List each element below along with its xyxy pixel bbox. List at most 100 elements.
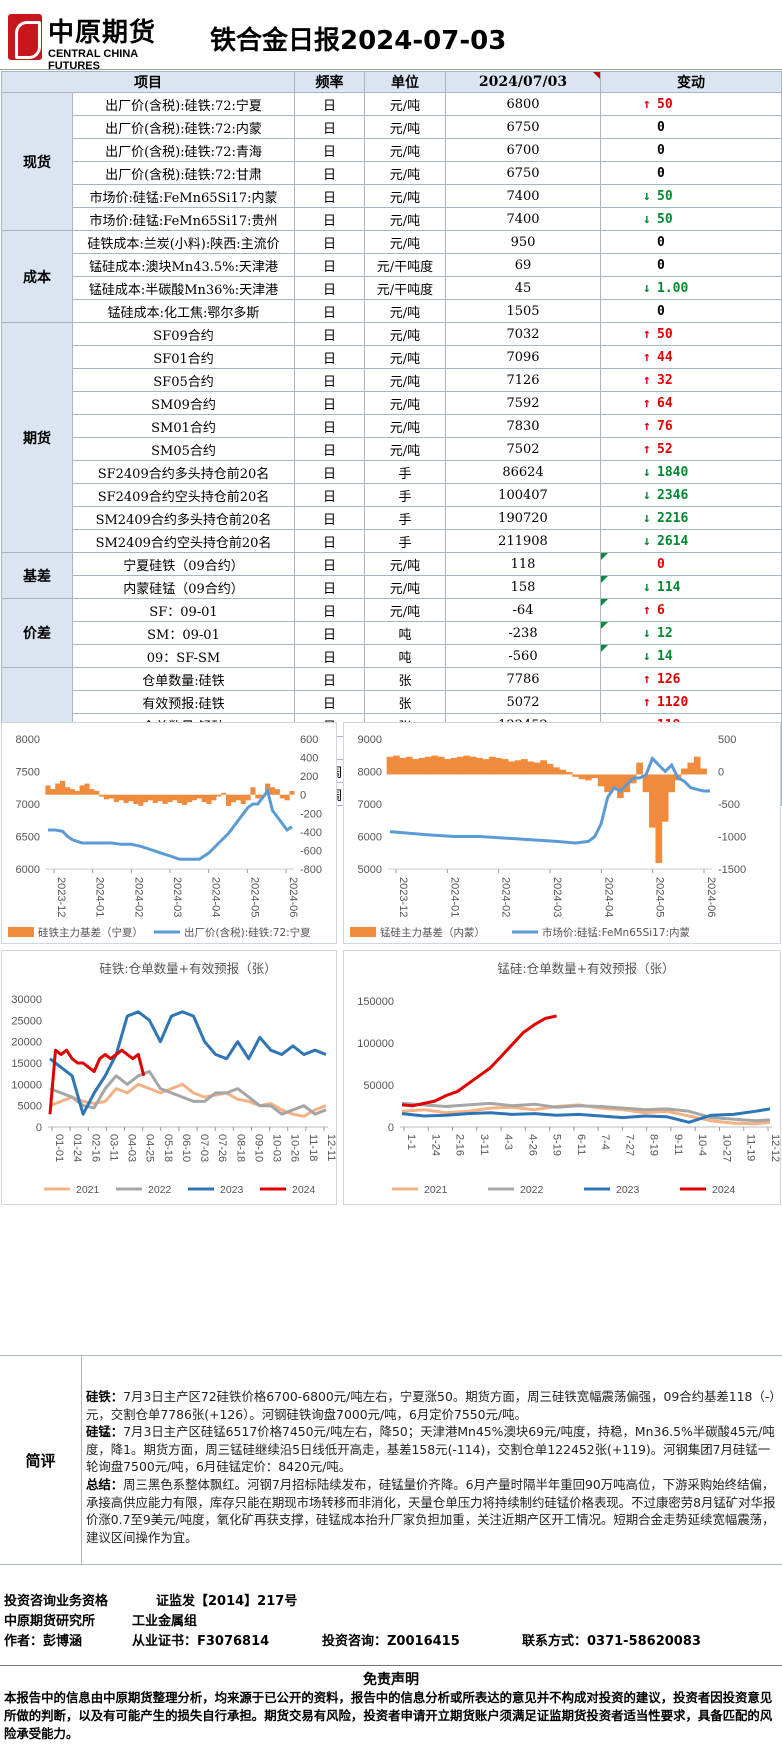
y-tick-label: 0 [388, 1122, 394, 1134]
basis-bar [636, 762, 643, 775]
basis-bar [457, 756, 464, 775]
legend-label-basis: 硅铁主力基差（宁夏） [38, 926, 143, 939]
table-row: 锰硅成本:化工焦:鄂尔多斯日元/吨 1505 0 [2, 299, 782, 323]
footer-team: 工业金属组 [132, 1614, 198, 1629]
value-cell: 6750 [445, 115, 601, 139]
change-cell: ↓ 50 [600, 207, 782, 231]
x-tick-label: 2024-06 [705, 877, 717, 917]
disclaimer-section: 免责声明 本报告中的信息由中原期货整理分析，均来源于已公开的资料，报告中的信息分… [0, 1665, 782, 1756]
value-cell: 7592 [445, 391, 601, 415]
basis-bar [425, 756, 432, 775]
commentary-sm: 硅锰：7月3日主产区硅锰6517价格7450元/吨左右，降50；天津港Mn45%… [86, 1423, 776, 1476]
value-cell: 6750 [445, 161, 601, 185]
arrow-down-icon: ↓ [643, 579, 651, 595]
footer-cert: 从业证书：F3076814 [132, 1634, 270, 1649]
basis-bar [157, 794, 163, 802]
table-row: SF05合约日元/吨 7126 ↑ 32 [2, 368, 782, 392]
unit-cell: 元/吨 [364, 322, 446, 346]
basis-bar [476, 757, 483, 775]
item-cell: 出厂价(含税):硅铁:72:内蒙 [72, 115, 295, 139]
change-value: 14 [657, 648, 673, 664]
table-row: 出厂价(含税):硅铁:72:甘肃日元/吨 6750 0 [2, 161, 782, 185]
basis-bar [235, 794, 241, 801]
freq-cell: 日 [294, 299, 365, 323]
basis-bar [540, 760, 547, 775]
basis-bar [489, 756, 496, 775]
change-cell: ↑ 32 [600, 368, 782, 392]
basis-bar [393, 755, 400, 775]
series-line-2024 [401, 1014, 557, 1108]
basis-bar [693, 756, 701, 775]
change-cell: 0 [600, 552, 782, 576]
item-cell: 宁夏硅铁（09合约） [72, 552, 295, 576]
col-header-item: 项目 [1, 71, 295, 93]
table-row: 期货 SF09合约日元/吨 7032 ↑ 50 [1, 322, 782, 553]
change-value: 0 [657, 119, 665, 135]
table-row: 市场价:硅锰:FeMn65Si17:贵州日元/吨 7400 ↓ 50 [2, 207, 782, 231]
unit-cell: 元/吨 [364, 345, 446, 369]
series-line-2024 [48, 1048, 146, 1115]
basis-bar [245, 794, 251, 801]
change-value: 50 [657, 211, 673, 227]
unit-cell: 元/吨 [364, 598, 446, 622]
item-cell: 硅铁成本:兰炭(小料):陕西:主流价 [72, 230, 295, 254]
col-header-unit: 单位 [364, 71, 446, 93]
basis-bar [681, 768, 688, 775]
chart-sf-basis-price: 8000 7500 7000 6500 6000 600 400 200 0 -200 -400 -6… [8, 734, 322, 939]
value-cell: 7400 [445, 184, 601, 208]
category-cell: 价差 [1, 598, 73, 668]
basis-bar [240, 794, 246, 804]
value-cell: 950 [445, 230, 601, 254]
y-left-tick-label: 7000 [16, 799, 40, 811]
x-tick-label: 2023-12 [55, 877, 67, 917]
change-cell: ↑ 52 [600, 437, 782, 461]
x-tick-label: 2023-12 [397, 877, 409, 917]
report-title: 铁合金日报2024-07-03 [210, 26, 507, 56]
item-cell: 市场价:硅锰:FeMn65Si17:内蒙 [72, 184, 295, 208]
freq-cell: 日 [294, 207, 365, 231]
y-tick-label: 25000 [11, 1015, 42, 1027]
basis-bar [108, 794, 114, 799]
item-cell: SF2409合约多头持仓前20名 [72, 460, 295, 484]
basis-bar [495, 757, 503, 775]
item-cell: SM09合约 [72, 391, 295, 415]
series-line-2022 [49, 1070, 327, 1116]
col-header-date-text: 2024/07/03 [478, 74, 568, 90]
table-row: 出厂价(含税):硅铁:72:内蒙日元/吨 6750 0 [2, 115, 782, 139]
table-row: 市场价:硅锰:FeMn65Si17:内蒙日元/吨 7400 ↓ 50 [2, 184, 782, 208]
x-tick-label: 7-27 [623, 1134, 635, 1156]
y-right-tick-label: 600 [300, 734, 318, 746]
unit-cell: 元/吨 [364, 552, 446, 576]
change-cell: ↓ 2346 [600, 483, 782, 507]
item-cell: 锰硅成本:化工焦:鄂尔多斯 [72, 299, 295, 323]
table-row: SM2409合约多头持仓前20名日手 190720 ↓ 2216 [2, 506, 782, 530]
chart-sf-warrants: 硅铁:仓单数量+有效预报（张） 30000 25000 20000 15000 10000… [11, 961, 336, 1196]
change-value: 64 [657, 395, 673, 411]
basis-bar [269, 787, 276, 795]
comment-marker-icon [601, 576, 608, 583]
basis-bar [104, 794, 110, 800]
basis-bar [546, 763, 554, 775]
commentary-sm-text: 7月3日主产区硅锰6517价格7450元/吨左右，降50；天津港Mn45%澳块6… [86, 1424, 775, 1475]
chart-panel-4: 锰硅:仓单数量+有效预报（张） 150000 100000 50000 0 1-1 1-24… [343, 950, 781, 1205]
report-header: 中原期货 CENTRAL CHINA FUTURES 铁合金日报2024-07-… [0, 0, 782, 72]
basis-bar [450, 757, 458, 775]
y-right-tick-label: -200 [300, 808, 322, 820]
unit-cell: 手 [364, 506, 446, 530]
change-cell: 0 [600, 299, 782, 323]
item-cell: SF01合约 [72, 345, 295, 369]
x-tick-label: 5-19 [551, 1134, 563, 1156]
basis-bar [55, 783, 61, 795]
basis-bar [482, 759, 490, 775]
freq-cell: 日 [294, 644, 365, 668]
category-cell: 基差 [1, 552, 73, 599]
x-tick-label: 2024-06 [287, 877, 299, 917]
x-tick-label: 6-11 [575, 1134, 587, 1155]
value-cell: -238 [445, 621, 601, 645]
commentary-summary: 总结：周三黑色系整体飘红。河钢7月招标陆续发布，硅锰量价齐降。6月产量时隔半年重… [86, 1476, 776, 1546]
basis-bar [463, 755, 471, 775]
arrow-down-icon: ↓ [643, 280, 651, 296]
basis-bar [279, 794, 285, 799]
disclaimer-title: 免责声明 [363, 1672, 419, 1688]
footer-institute: 中原期货研究所 [4, 1614, 96, 1629]
